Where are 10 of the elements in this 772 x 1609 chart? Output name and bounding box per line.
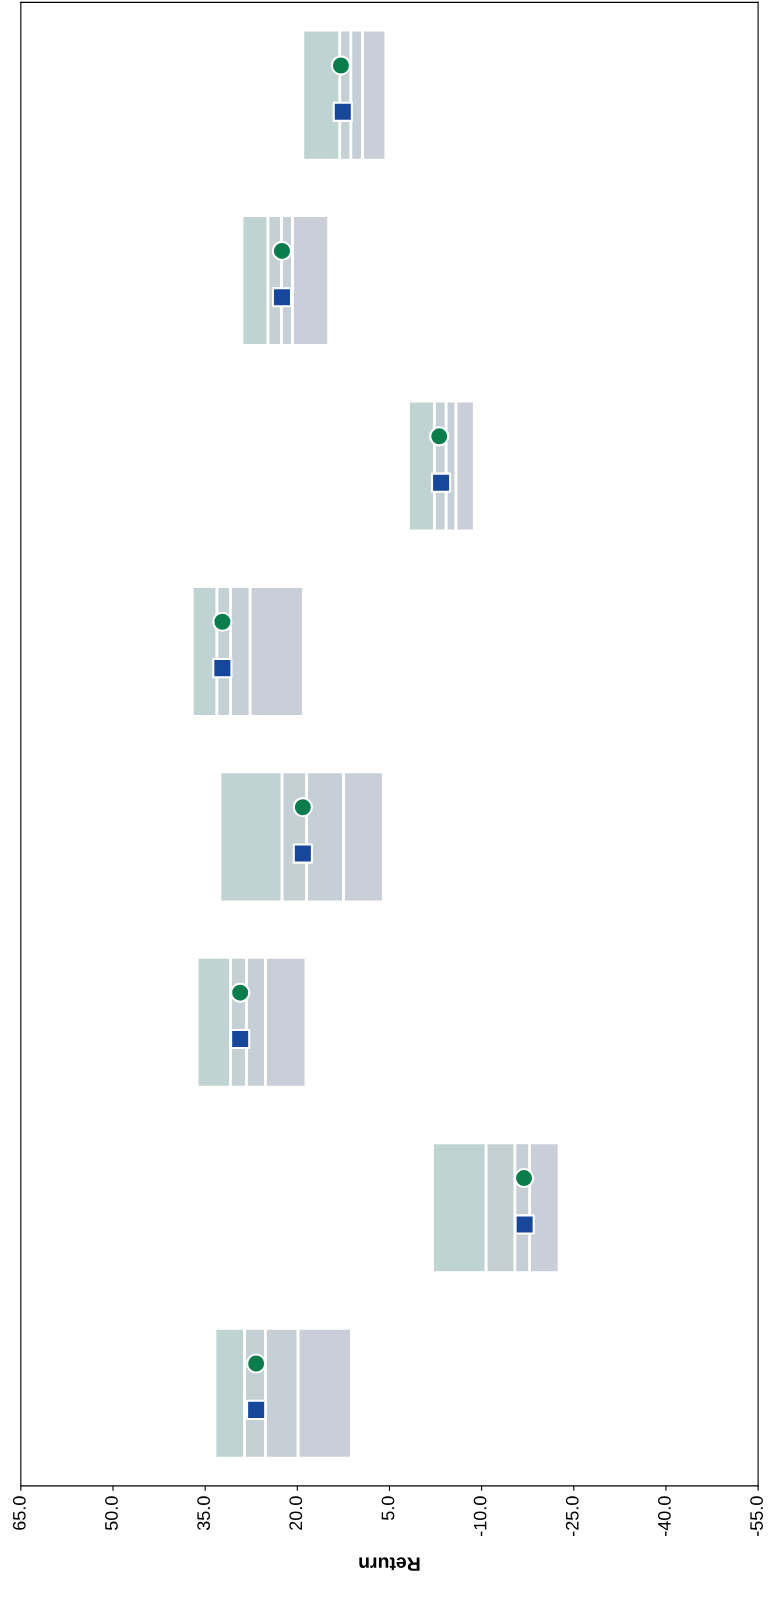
x-tick-label: -25.0	[565, 1496, 579, 1536]
x-tick-label: 5.0	[381, 1496, 395, 1521]
x-tick-label: 65.0	[12, 1496, 26, 1530]
x-tick-label: 35.0	[197, 1496, 211, 1531]
x-axis-title: Return	[359, 1557, 420, 1571]
x-tick-label: -55.0	[750, 1496, 763, 1536]
x-tick-label: -10.0	[473, 1496, 487, 1536]
x-tick-label: 50.0	[105, 1496, 118, 1531]
x-tick-label: 20.0	[289, 1496, 303, 1530]
x-tick-label: -40.0	[658, 1496, 671, 1536]
